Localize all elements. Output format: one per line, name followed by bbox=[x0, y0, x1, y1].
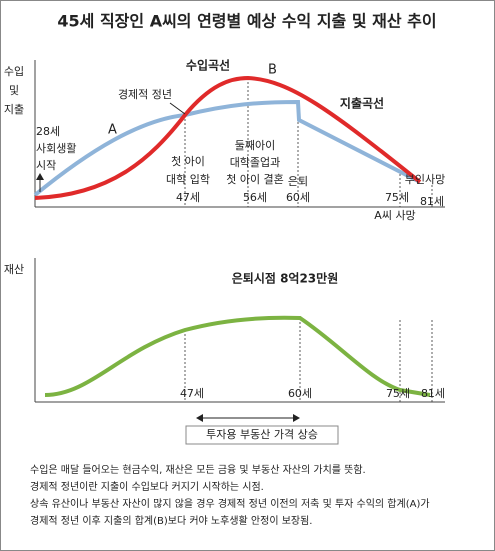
axis-label: 지출 bbox=[4, 103, 24, 116]
expense-curve-line bbox=[34, 75, 422, 200]
note: 경제적 정년이란 지출이 수입보다 커지기 시작하는 시점. bbox=[30, 480, 264, 493]
label: 둘째아이 bbox=[235, 139, 275, 152]
arrow-head bbox=[36, 173, 44, 180]
note: 경제적 정년 이후 지출의 합계(B)보다 커야 노후생활 안정이 보장됨. bbox=[30, 514, 312, 527]
title: 45세 직장인 A씨의 연령별 예상 수익 지출 및 재산 추이 bbox=[57, 12, 436, 31]
axis-label: 및 bbox=[9, 84, 19, 97]
label: 47세 bbox=[176, 191, 200, 204]
label: 60세 bbox=[288, 387, 312, 400]
label: 47세 bbox=[180, 387, 204, 400]
label: 81세 bbox=[420, 195, 444, 208]
label: 28세 bbox=[36, 125, 60, 138]
label: B bbox=[268, 63, 277, 78]
label: 투자용 부동산 가격 상승 bbox=[206, 428, 318, 441]
label: 56세 bbox=[243, 191, 267, 204]
label: 경제적 정년 bbox=[118, 88, 172, 101]
label: 사회생활 bbox=[36, 141, 76, 155]
label: 75세 bbox=[385, 191, 409, 204]
label: 시작 bbox=[36, 159, 56, 172]
top-chart: 수입 및 지출 28세 사회생활 시작 A B 경제적 정년 수입곡선 지출곡선… bbox=[4, 58, 445, 223]
label: A씨 사망 bbox=[374, 209, 415, 222]
note: 수입은 매달 들어오는 현금수익, 재산은 모든 금융 및 부동산 자산의 가치… bbox=[30, 463, 366, 476]
bottom-chart: 재산 은퇴시점 8억23만원 47세 60세 75세 81세 투자용 부동산 가… bbox=[4, 258, 445, 445]
label: 은퇴 bbox=[288, 175, 308, 188]
pointer bbox=[169, 102, 186, 115]
axis-label: 수입 bbox=[4, 65, 24, 78]
label: 대학졸업과 bbox=[230, 156, 281, 169]
label: A bbox=[108, 123, 117, 138]
label: 대학 입학 bbox=[166, 173, 210, 186]
label: 60세 bbox=[286, 191, 310, 204]
notes: 수입은 매달 들어오는 현금수익, 재산은 모든 금융 및 부동산 자산의 가치… bbox=[30, 463, 430, 527]
range-box bbox=[185, 425, 339, 445]
label: 은퇴시점 8억23만원 bbox=[232, 271, 339, 286]
label: 수입곡선 bbox=[186, 58, 230, 73]
label: 지출곡선 bbox=[340, 96, 384, 111]
label: 첫 아이 bbox=[171, 155, 205, 168]
asset-curve bbox=[44, 315, 431, 397]
label: 부인사망 bbox=[405, 173, 445, 186]
note: 상속 유산이나 부동산 자산이 많지 않을 경우 경제적 정년 이전의 저축 및… bbox=[30, 497, 430, 510]
label: 75세 bbox=[386, 387, 410, 400]
axis-label: 재산 bbox=[4, 263, 24, 276]
label: 첫 아이 결혼 bbox=[226, 173, 284, 186]
label: 81세 bbox=[421, 387, 445, 400]
